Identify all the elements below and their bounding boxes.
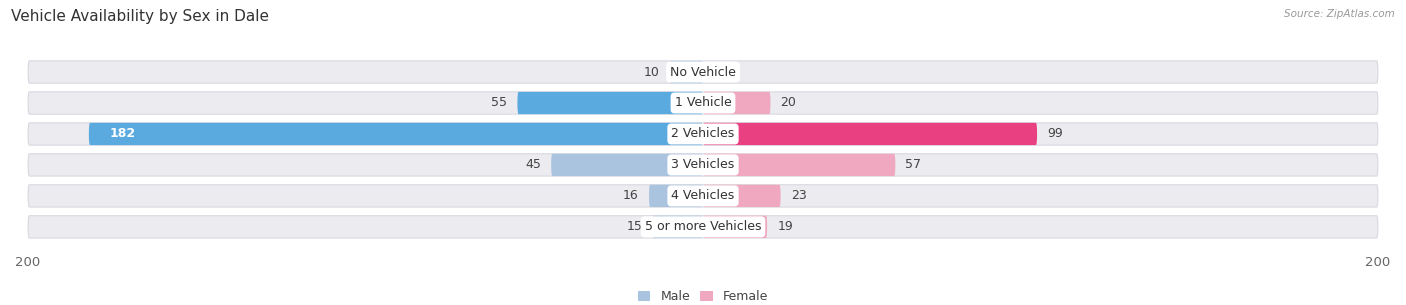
Text: 20: 20 — [780, 96, 796, 109]
Text: 45: 45 — [526, 158, 541, 171]
Text: 2 Vehicles: 2 Vehicles — [672, 127, 734, 141]
FancyBboxPatch shape — [703, 123, 1038, 145]
FancyBboxPatch shape — [28, 123, 1378, 145]
FancyBboxPatch shape — [28, 216, 1378, 238]
Text: No Vehicle: No Vehicle — [671, 66, 735, 78]
FancyBboxPatch shape — [650, 185, 703, 207]
FancyBboxPatch shape — [28, 154, 1378, 176]
Text: 19: 19 — [778, 221, 793, 233]
Text: 23: 23 — [790, 189, 807, 203]
Text: 99: 99 — [1047, 127, 1063, 141]
Text: 15: 15 — [627, 221, 643, 233]
Text: Vehicle Availability by Sex in Dale: Vehicle Availability by Sex in Dale — [11, 9, 269, 24]
Text: 16: 16 — [623, 189, 638, 203]
Text: Source: ZipAtlas.com: Source: ZipAtlas.com — [1284, 9, 1395, 19]
Text: 0: 0 — [713, 66, 721, 78]
FancyBboxPatch shape — [28, 61, 1378, 83]
Text: 4 Vehicles: 4 Vehicles — [672, 189, 734, 203]
FancyBboxPatch shape — [89, 123, 703, 145]
Legend: Male, Female: Male, Female — [633, 285, 773, 305]
FancyBboxPatch shape — [551, 154, 703, 176]
FancyBboxPatch shape — [669, 61, 703, 83]
Text: 3 Vehicles: 3 Vehicles — [672, 158, 734, 171]
FancyBboxPatch shape — [28, 185, 1378, 207]
Text: 1 Vehicle: 1 Vehicle — [675, 96, 731, 109]
FancyBboxPatch shape — [652, 216, 703, 238]
FancyBboxPatch shape — [703, 92, 770, 114]
FancyBboxPatch shape — [703, 185, 780, 207]
Text: 10: 10 — [644, 66, 659, 78]
Text: 182: 182 — [110, 127, 135, 141]
FancyBboxPatch shape — [703, 216, 768, 238]
FancyBboxPatch shape — [703, 154, 896, 176]
Text: 55: 55 — [491, 96, 508, 109]
Text: 57: 57 — [905, 158, 921, 171]
Text: 5 or more Vehicles: 5 or more Vehicles — [645, 221, 761, 233]
FancyBboxPatch shape — [517, 92, 703, 114]
FancyBboxPatch shape — [28, 92, 1378, 114]
